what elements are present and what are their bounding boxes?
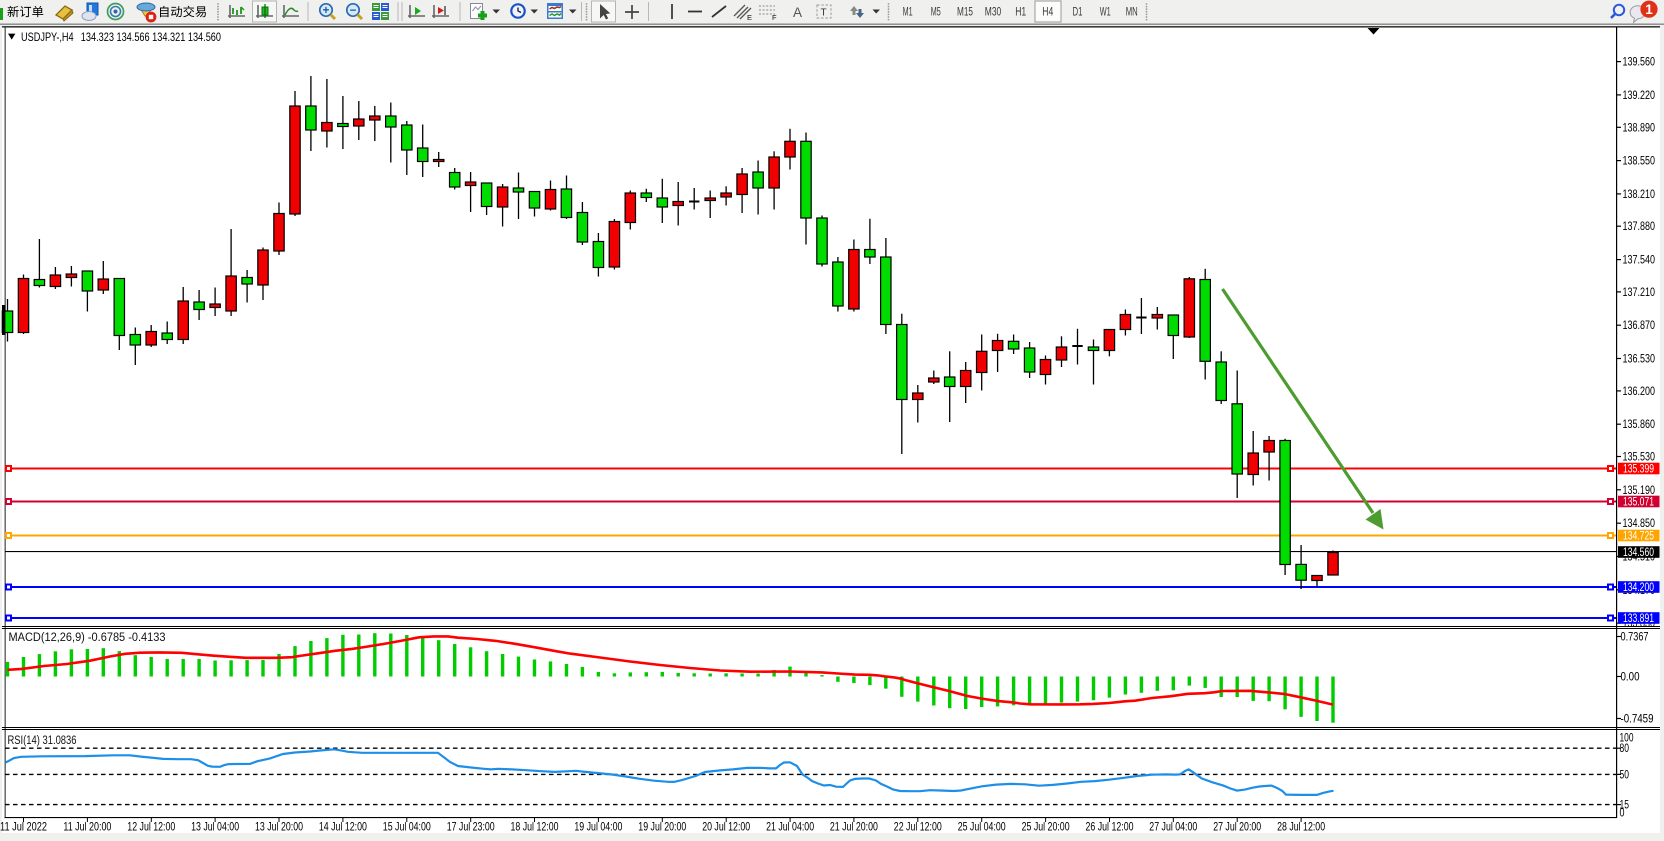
svg-text:20 Jul 12:00: 20 Jul 12:00 [702,820,750,834]
svg-text:135.190: 135.190 [1623,483,1656,497]
svg-text:19 Jul 20:00: 19 Jul 20:00 [638,820,686,834]
svg-text:134.850: 134.850 [1623,516,1656,530]
svg-text:M5: M5 [931,7,941,19]
svg-text:137.880: 137.880 [1623,219,1656,233]
svg-text:−: − [350,5,357,17]
svg-text:25 Jul 20:00: 25 Jul 20:00 [1022,820,1070,834]
svg-text:M1: M1 [903,7,913,19]
svg-text:135.530: 135.530 [1623,450,1656,464]
svg-text:134.725: 134.725 [1623,529,1654,543]
svg-text:T: T [821,8,827,19]
svg-text:RSI(14) 31.0836: RSI(14) 31.0836 [8,735,77,747]
svg-text:0.00: 0.00 [1621,670,1640,684]
svg-text:139.220: 139.220 [1623,88,1656,102]
svg-text:M30: M30 [985,7,1002,19]
svg-text:14 Jul 12:00: 14 Jul 12:00 [319,820,367,834]
svg-text:A: A [793,5,802,20]
svg-text:19 Jul 04:00: 19 Jul 04:00 [574,820,622,834]
svg-text:MACD(12,26,9) -0.6785 -0.4133: MACD(12,26,9) -0.6785 -0.4133 [9,632,166,644]
svg-text:26 Jul 12:00: 26 Jul 12:00 [1086,820,1134,834]
svg-text:138.210: 138.210 [1623,187,1656,201]
svg-text:138.550: 138.550 [1623,154,1656,168]
svg-text:27 Jul 20:00: 27 Jul 20:00 [1213,820,1261,834]
svg-text:D1: D1 [1073,7,1083,19]
svg-text:50: 50 [1620,767,1630,781]
svg-text:+: + [323,5,330,17]
svg-text:100: 100 [1620,731,1634,745]
svg-text:12 Jul 12:00: 12 Jul 12:00 [127,820,175,834]
svg-text:13 Jul 04:00: 13 Jul 04:00 [191,820,239,834]
svg-text:15: 15 [1620,798,1630,812]
svg-text:21 Jul 04:00: 21 Jul 04:00 [766,820,814,834]
svg-text:W1: W1 [1100,7,1111,19]
svg-text:F: F [772,13,777,22]
svg-text:21 Jul 20:00: 21 Jul 20:00 [830,820,878,834]
svg-text:M15: M15 [957,7,973,19]
svg-text:135.860: 135.860 [1623,417,1656,431]
svg-text:11 Jul 20:00: 11 Jul 20:00 [63,820,111,834]
svg-text:13 Jul 20:00: 13 Jul 20:00 [255,820,303,834]
svg-text:11 Jul 2022: 11 Jul 2022 [0,820,47,834]
svg-text:18 Jul 12:00: 18 Jul 12:00 [511,820,559,834]
svg-text:0: 0 [1620,806,1625,820]
svg-text:17 Jul 23:00: 17 Jul 23:00 [447,820,495,834]
svg-text:133.891: 133.891 [1623,611,1654,625]
svg-text:136.870: 136.870 [1623,318,1656,332]
svg-text:134.560: 134.560 [1623,545,1654,559]
svg-text:MN: MN [1126,7,1138,19]
svg-text:138.890: 138.890 [1623,120,1656,134]
svg-text:135.399: 135.399 [1623,462,1654,476]
svg-text:E: E [747,13,752,22]
svg-text:15 Jul 04:00: 15 Jul 04:00 [383,820,431,834]
svg-text:135.071: 135.071 [1623,495,1654,509]
svg-text:H1: H1 [1015,7,1026,19]
svg-text:0.7367: 0.7367 [1621,630,1649,644]
svg-text:137.540: 137.540 [1623,253,1656,267]
svg-text:136.530: 136.530 [1623,352,1656,366]
svg-text:25 Jul 04:00: 25 Jul 04:00 [958,820,1006,834]
svg-text:139.560: 139.560 [1623,55,1656,69]
svg-text:80: 80 [1620,741,1630,755]
svg-text:1: 1 [1645,2,1653,17]
svg-text:136.200: 136.200 [1623,384,1656,398]
svg-text:27 Jul 04:00: 27 Jul 04:00 [1149,820,1197,834]
svg-text:137.210: 137.210 [1623,285,1656,299]
svg-text:USDJPY-,H4 134.323 134.566 13: USDJPY-,H4 134.323 134.566 134.321 134.5… [21,30,221,44]
svg-text:134.200: 134.200 [1623,580,1654,594]
svg-text:28 Jul 12:00: 28 Jul 12:00 [1277,820,1325,834]
svg-text:22 Jul 12:00: 22 Jul 12:00 [894,820,942,834]
svg-text:H4: H4 [1042,7,1053,19]
svg-text:-0.7459: -0.7459 [1621,712,1654,726]
